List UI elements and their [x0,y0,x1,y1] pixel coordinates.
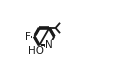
Text: N: N [45,40,53,50]
Text: HO: HO [27,46,43,56]
Text: F: F [24,32,30,42]
